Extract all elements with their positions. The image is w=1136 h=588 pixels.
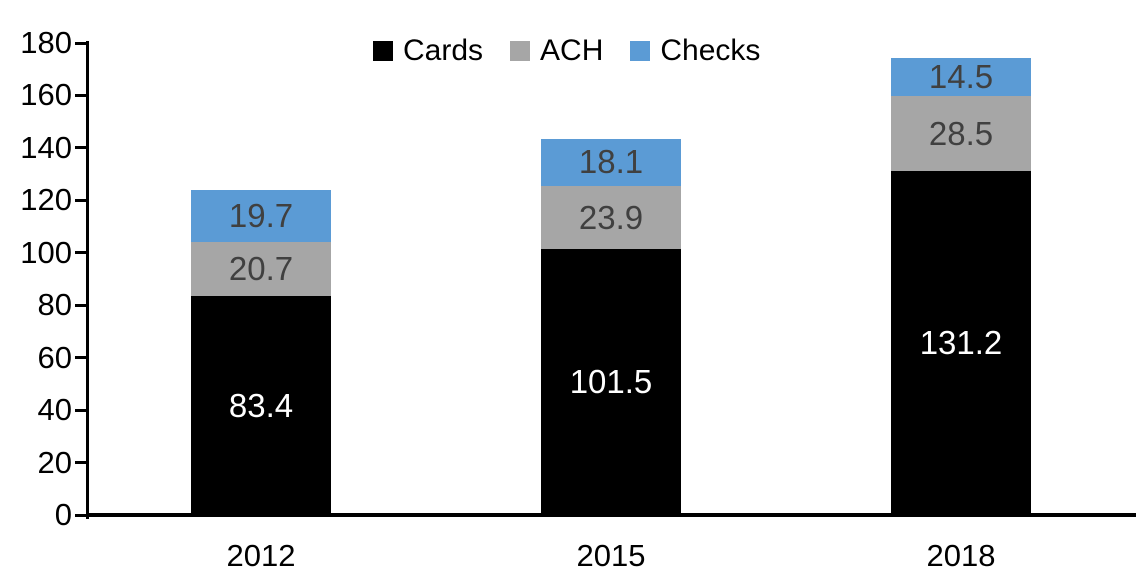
y-tick-label: 40: [37, 392, 72, 428]
x-category-label: 2012: [226, 538, 296, 573]
bar-segment-ach: [891, 96, 1031, 171]
y-tick-mark: [75, 513, 89, 517]
y-tick-mark: [75, 198, 89, 202]
bar-segment-checks: [191, 190, 331, 243]
y-tick-mark: [75, 303, 89, 307]
bar-segment-checks: [891, 58, 1031, 97]
y-tick-mark: [75, 93, 89, 97]
y-tick-label: 20: [37, 444, 72, 480]
y-tick-label: 180: [20, 25, 72, 60]
legend-item-ach: ACH: [510, 36, 603, 66]
data-label: 28.5: [928, 114, 994, 152]
data-label: 19.7: [228, 197, 294, 235]
legend-item-checks: Checks: [630, 36, 760, 66]
y-tick-mark: [75, 251, 89, 255]
y-tick-mark: [75, 408, 89, 412]
data-label: 14.5: [928, 58, 994, 96]
y-tick-label: 160: [20, 77, 72, 113]
data-label: 18.1: [578, 143, 644, 181]
legend-item-cards: Cards: [373, 36, 483, 66]
data-label: 23.9: [578, 198, 644, 236]
y-tick-mark: [75, 461, 89, 465]
bar-segment-cards: [541, 248, 681, 515]
y-tick-label: 0: [54, 497, 72, 532]
legend-label-cards: Cards: [403, 34, 484, 67]
bar-segment-cards: [891, 170, 1031, 515]
y-tick-mark: [75, 356, 89, 360]
x-axis-line: [86, 513, 1136, 517]
data-label: 131.2: [919, 323, 1003, 361]
bar-segment-checks: [541, 138, 681, 187]
legend: Cards ACH Checks: [373, 36, 760, 66]
ach-swatch-icon: [510, 41, 531, 61]
y-tick-mark: [75, 41, 89, 45]
data-label: 83.4: [228, 386, 294, 424]
y-tick-mark: [75, 146, 89, 150]
bar-segment-ach: [541, 186, 681, 249]
y-tick-label: 100: [20, 234, 72, 270]
y-tick-label: 80: [37, 287, 72, 323]
y-tick-label: 140: [20, 129, 72, 165]
y-tick-label: 60: [37, 339, 72, 375]
x-category-label: 2015: [576, 538, 646, 573]
cards-swatch-icon: [373, 41, 393, 61]
y-axis-line: [86, 41, 89, 519]
legend-label-ach: ACH: [540, 34, 604, 67]
checks-swatch-icon: [630, 41, 651, 61]
data-label: 101.5: [569, 362, 653, 400]
legend-label-checks: Checks: [660, 34, 761, 67]
bar-segment-ach: [191, 242, 331, 297]
x-category-label: 2018: [926, 538, 996, 573]
y-tick-label: 120: [20, 182, 72, 218]
data-label: 20.7: [228, 250, 294, 288]
bar-segment-cards: [191, 296, 331, 515]
